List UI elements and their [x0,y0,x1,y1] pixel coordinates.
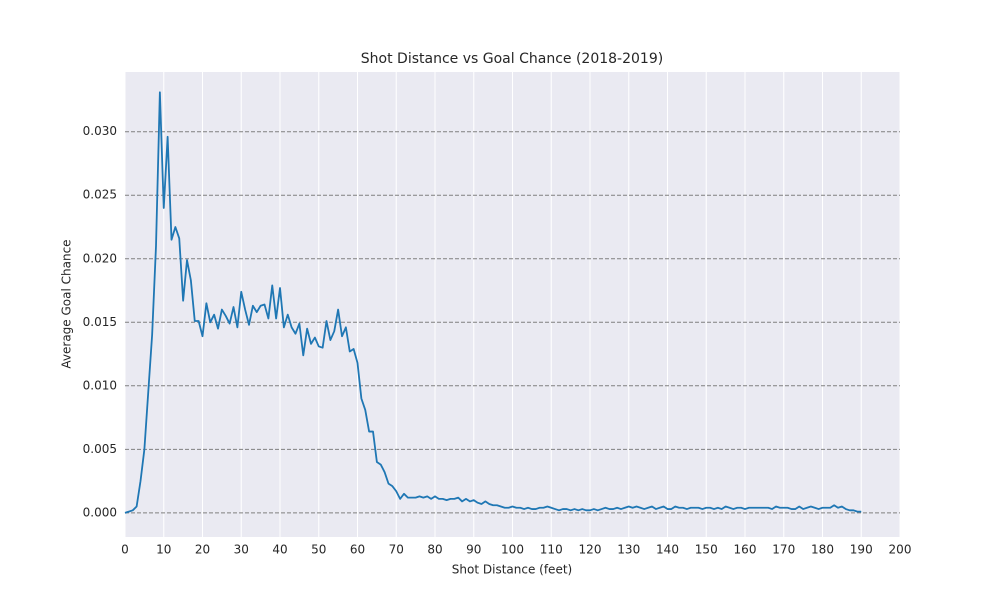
y-tick-label: 0.015 [83,315,117,329]
y-tick-label: 0.010 [83,378,117,392]
x-tick-label: 50 [311,543,326,557]
y-tick-label: 0.030 [83,124,117,138]
x-tick-label: 100 [501,543,524,557]
x-tick-label: 0 [121,543,129,557]
x-tick-label: 130 [617,543,640,557]
x-tick-label: 10 [156,543,171,557]
x-tick-label: 90 [466,543,481,557]
x-tick-label: 80 [427,543,442,557]
x-tick-label: 20 [195,543,210,557]
x-axis-label: Shot Distance (feet) [452,563,572,577]
data-line [124,91,862,514]
x-tick-label: 190 [850,543,873,557]
x-tick-label: 40 [272,543,287,557]
x-tick-label: 30 [234,543,249,557]
x-tick-label: 170 [772,543,795,557]
chart-title: Shot Distance vs Goal Chance (2018-2019) [361,51,663,67]
x-tick-label: 120 [579,543,602,557]
y-tick-label: 0.020 [83,251,117,265]
x-tick-label: 60 [350,543,365,557]
y-tick-label: 0.000 [83,505,117,519]
x-tick-label: 140 [656,543,679,557]
x-tick-label: 70 [389,543,404,557]
y-tick-label: 0.025 [83,188,117,202]
x-tick-label: 150 [695,543,718,557]
x-tick-label: 180 [811,543,834,557]
x-tick-label: 200 [889,543,912,557]
x-tick-label: 110 [540,543,563,557]
y-axis-label: Average Goal Chance [60,239,74,368]
y-tick-label: 0.005 [83,442,117,456]
x-tick-label: 160 [734,543,757,557]
